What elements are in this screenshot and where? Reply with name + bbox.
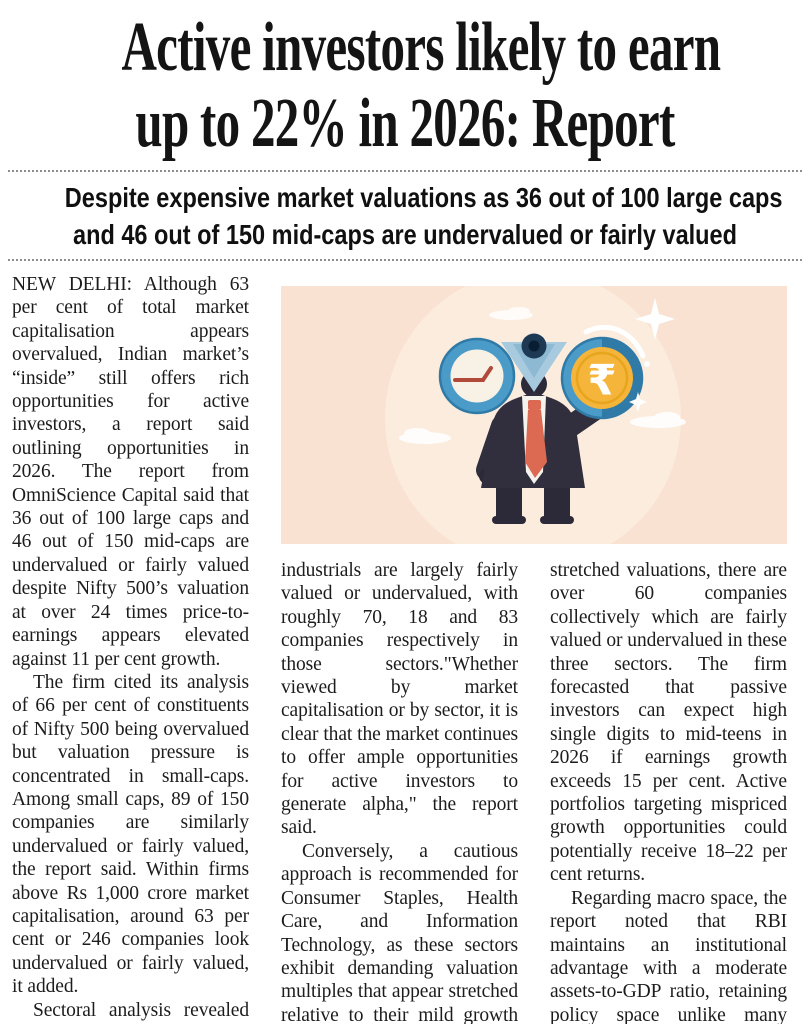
column-1: NEW DELHI: Although 63 per cent of total… [12,273,249,1024]
subheadline-line-1: Despite expensive market valuations as 3… [64,182,783,213]
focus-knob-inner [528,340,540,352]
rupee-symbol: ₹ [587,356,616,405]
columns-2-3: ₹ industrials are largely fairly valued … [281,270,787,1024]
dotted-rule-top [8,170,802,172]
column-3: stretched valuations, there are over 60 … [550,559,787,1024]
subheadline-line-2: and 46 out of 150 mid-caps are undervalu… [73,219,737,250]
dotted-rule-bottom [8,259,802,261]
paragraph: Regarding macro space, the report noted … [550,887,787,1024]
left-shoe [492,516,526,524]
coin-inner-ring [575,351,629,405]
page-title: Active investors likely to earn up to 22… [0,10,810,162]
sparkle-icon [629,392,647,412]
right-leg [544,488,570,520]
sparkle-dot [644,361,650,367]
binoculars-icon: ₹ [438,298,675,420]
tie [525,410,547,478]
lens-shadow-crescent [602,338,642,418]
coin [571,347,633,409]
paragraph: stretched valuations, there are over 60 … [550,560,787,886]
clock-icon [438,337,516,415]
paragraph: industrials are largely fairly valued or… [281,560,518,839]
paragraph-dateline: NEW DELHI: Although 63 per cent of total… [12,274,249,670]
sparkle-icon [635,298,675,340]
cloud-icon [399,428,451,444]
clock-face [450,349,504,403]
paragraph: Conversely, a cautious approach is recom… [281,840,518,1024]
right-shoe [540,516,574,524]
column-2: industrials are largely fairly valued or… [281,559,518,1024]
paragraph: Sectoral analysis revealed that financia… [12,999,249,1024]
headline-line-1: Active investors likely to earn [121,9,722,86]
lower-text-columns: industrials are largely fairly valued or… [281,559,787,1024]
investor-binoculars-illustration: ₹ [281,270,787,566]
headline-line-2: up to 22% in 2026: Report [135,85,675,162]
subheadline: Despite expensive market valuations as 3… [0,179,810,253]
paragraph: The firm cited its analysis of 66 per ce… [12,671,249,998]
article-illustration: ₹ [281,270,787,566]
left-leg [496,488,522,520]
cloud-icon [489,307,533,320]
clock-hands [453,366,493,382]
cloud-icon [630,412,686,428]
rupee-coin-icon: ₹ [560,336,644,420]
article-body: NEW DELHI: Although 63 per cent of total… [0,261,810,1024]
swoosh [583,324,646,359]
tie-knot [528,400,541,410]
